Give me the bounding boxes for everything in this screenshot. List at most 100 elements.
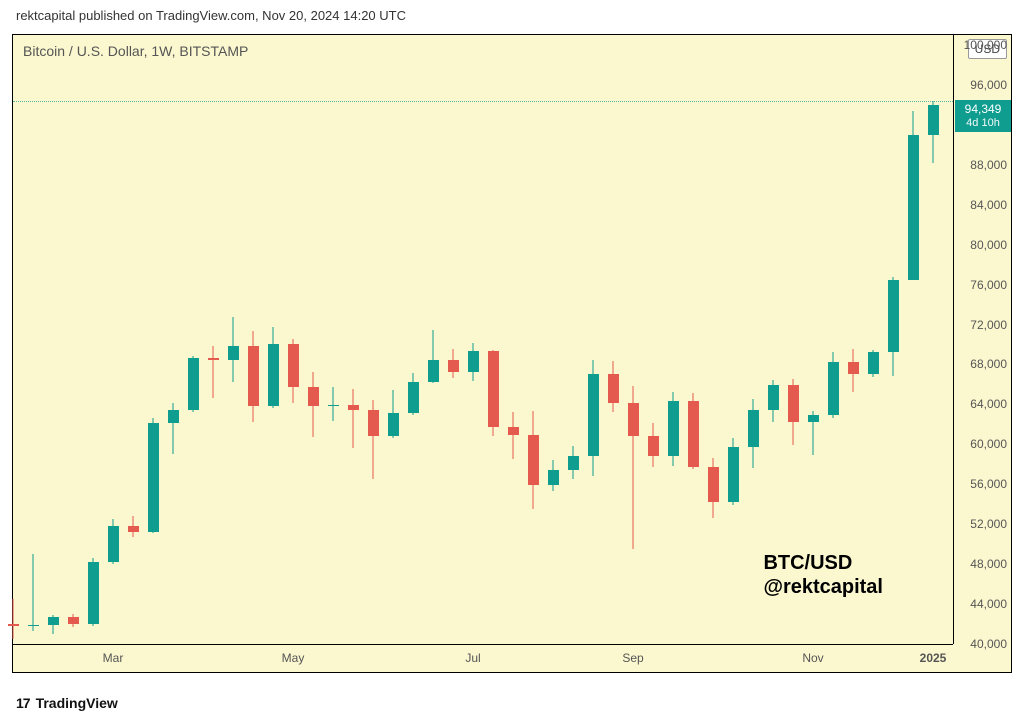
candle-body bbox=[488, 351, 499, 427]
y-tick: 84,000 bbox=[970, 198, 1007, 212]
y-tick: 64,000 bbox=[970, 397, 1007, 411]
x-tick: Nov bbox=[802, 651, 823, 665]
candle[interactable] bbox=[428, 35, 439, 644]
y-tick: 40,000 bbox=[970, 637, 1007, 651]
watermark-line2: @rektcapital bbox=[763, 575, 883, 599]
candle[interactable] bbox=[908, 35, 919, 644]
candle[interactable] bbox=[548, 35, 559, 644]
candle[interactable] bbox=[568, 35, 579, 644]
candle-body bbox=[868, 352, 879, 374]
candle[interactable] bbox=[448, 35, 459, 644]
candle-body bbox=[788, 385, 799, 422]
candle-body bbox=[388, 413, 399, 436]
plot-area[interactable]: Bitcoin / U.S. Dollar, 1W, BITSTAMP BTC/… bbox=[13, 35, 953, 644]
candle[interactable] bbox=[28, 35, 39, 644]
publish-header: rektcapital published on TradingView.com… bbox=[0, 0, 1024, 27]
candle[interactable] bbox=[888, 35, 899, 644]
y-tick: 60,000 bbox=[970, 437, 1007, 451]
x-axis[interactable]: MarMayJulSepNov2025 bbox=[13, 644, 953, 672]
candle[interactable] bbox=[868, 35, 879, 644]
candle-wick bbox=[353, 389, 354, 448]
candle[interactable] bbox=[928, 35, 939, 644]
x-tick: May bbox=[282, 651, 305, 665]
y-tick: 56,000 bbox=[970, 477, 1007, 491]
candle[interactable] bbox=[808, 35, 819, 644]
chart-container: Bitcoin / U.S. Dollar, 1W, BITSTAMP BTC/… bbox=[12, 34, 1012, 673]
candle[interactable] bbox=[748, 35, 759, 644]
candle-body bbox=[368, 410, 379, 436]
candle-body bbox=[748, 410, 759, 447]
candle-body bbox=[608, 374, 619, 403]
candle[interactable] bbox=[768, 35, 779, 644]
candle-body bbox=[728, 447, 739, 502]
candle-body bbox=[428, 360, 439, 382]
candle-body bbox=[68, 617, 79, 624]
brand-name: TradingView bbox=[36, 695, 118, 711]
candle-body bbox=[468, 351, 479, 372]
candle[interactable] bbox=[708, 35, 719, 644]
candle[interactable] bbox=[128, 35, 139, 644]
candle[interactable] bbox=[248, 35, 259, 644]
candle[interactable] bbox=[268, 35, 279, 644]
candle[interactable] bbox=[848, 35, 859, 644]
candle[interactable] bbox=[468, 35, 479, 644]
candle[interactable] bbox=[668, 35, 679, 644]
x-tick: Sep bbox=[622, 651, 643, 665]
candle-body bbox=[808, 415, 819, 422]
current-price-label: 94,3494d 10h bbox=[955, 100, 1011, 132]
candle[interactable] bbox=[328, 35, 339, 644]
candle[interactable] bbox=[788, 35, 799, 644]
y-tick: 88,000 bbox=[970, 158, 1007, 172]
y-tick: 96,000 bbox=[970, 78, 1007, 92]
candle[interactable] bbox=[228, 35, 239, 644]
candle-body bbox=[888, 280, 899, 353]
candle[interactable] bbox=[48, 35, 59, 644]
y-tick: 76,000 bbox=[970, 278, 1007, 292]
candle-body bbox=[508, 427, 519, 435]
candle-body bbox=[308, 387, 319, 406]
x-tick: Mar bbox=[103, 651, 124, 665]
y-tick: 52,000 bbox=[970, 517, 1007, 531]
candle-body bbox=[528, 435, 539, 485]
candle[interactable] bbox=[388, 35, 399, 644]
candle[interactable] bbox=[608, 35, 619, 644]
candle-body bbox=[908, 135, 919, 280]
candle-body bbox=[48, 617, 59, 625]
candle[interactable] bbox=[68, 35, 79, 644]
candle-body bbox=[268, 344, 279, 406]
candle[interactable] bbox=[528, 35, 539, 644]
candle[interactable] bbox=[628, 35, 639, 644]
y-tick: 44,000 bbox=[970, 597, 1007, 611]
candle[interactable] bbox=[108, 35, 119, 644]
candle[interactable] bbox=[488, 35, 499, 644]
candle-body bbox=[208, 358, 219, 360]
y-axis[interactable]: USD 40,00044,00048,00052,00056,00060,000… bbox=[953, 35, 1011, 644]
candle-wick bbox=[513, 412, 514, 459]
candle-body bbox=[548, 470, 559, 485]
candle-body bbox=[768, 385, 779, 410]
candle-body bbox=[628, 403, 639, 436]
candle[interactable] bbox=[288, 35, 299, 644]
candle[interactable] bbox=[368, 35, 379, 644]
candle[interactable] bbox=[348, 35, 359, 644]
candle[interactable] bbox=[408, 35, 419, 644]
candle[interactable] bbox=[588, 35, 599, 644]
candle[interactable] bbox=[828, 35, 839, 644]
candle[interactable] bbox=[648, 35, 659, 644]
y-tick: 80,000 bbox=[970, 238, 1007, 252]
candle[interactable] bbox=[508, 35, 519, 644]
candle[interactable] bbox=[728, 35, 739, 644]
candle-body bbox=[88, 562, 99, 624]
candle[interactable] bbox=[188, 35, 199, 644]
candle[interactable] bbox=[688, 35, 699, 644]
candle[interactable] bbox=[8, 35, 19, 644]
candle[interactable] bbox=[88, 35, 99, 644]
watermark-line1: BTC/USD bbox=[763, 551, 883, 575]
candle-body bbox=[408, 382, 419, 413]
candle-body bbox=[8, 624, 19, 626]
candle[interactable] bbox=[308, 35, 319, 644]
candle[interactable] bbox=[148, 35, 159, 644]
candle[interactable] bbox=[168, 35, 179, 644]
candle[interactable] bbox=[208, 35, 219, 644]
candle-wick bbox=[33, 554, 34, 631]
